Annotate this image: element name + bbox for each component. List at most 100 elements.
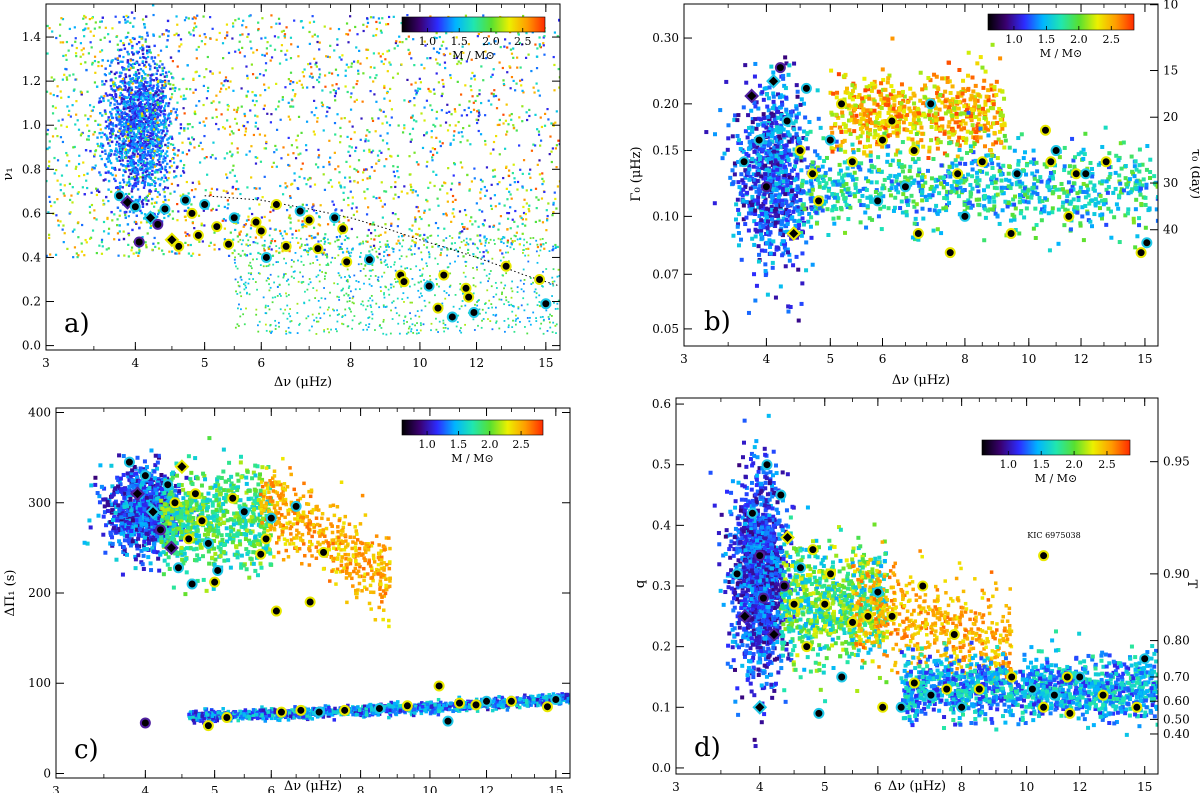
cloud-point <box>520 84 523 87</box>
cloud-point <box>130 87 133 90</box>
cloud-point <box>429 181 432 184</box>
cloud-point <box>118 102 122 106</box>
cloud-point <box>280 44 284 47</box>
cloud-point <box>224 219 227 222</box>
cloud-point <box>244 284 247 287</box>
cloud-point <box>121 140 124 143</box>
cloud-point <box>175 116 178 119</box>
cloud-point <box>86 90 89 93</box>
cloud-point <box>332 88 335 92</box>
cloud-point <box>133 73 136 77</box>
cloud-point <box>102 203 105 206</box>
cloud-point <box>127 180 131 184</box>
cloud-point <box>733 113 738 118</box>
cloud-point <box>130 108 133 111</box>
cloud-point <box>86 124 89 127</box>
cloud-point <box>173 161 176 164</box>
cloud-point <box>278 325 280 328</box>
cloud-point <box>346 268 349 271</box>
cloud-point <box>238 51 242 54</box>
cloud-point <box>149 134 153 138</box>
cloud-point <box>536 47 539 50</box>
cloud-point <box>318 224 322 227</box>
cloud-point <box>454 198 457 201</box>
cloud-point <box>434 294 436 297</box>
cloud-point <box>396 72 399 75</box>
cloud-point <box>517 33 520 36</box>
cloud-point <box>118 96 121 99</box>
cloud-point <box>484 302 487 305</box>
cloud-point <box>211 27 214 30</box>
cloud-point <box>296 134 299 137</box>
cloud-point <box>372 244 376 247</box>
cloud-point <box>154 132 157 136</box>
cloud-point <box>369 66 372 69</box>
cloud-point <box>493 168 496 171</box>
cloud-point <box>211 153 214 157</box>
cloud-point <box>167 137 171 140</box>
cloud-point <box>462 239 465 242</box>
cloud-point <box>187 137 190 140</box>
cloud-point <box>393 47 396 50</box>
highlighted-star <box>463 291 475 303</box>
cloud-point <box>236 147 239 150</box>
cloud-point <box>313 183 317 186</box>
cloud-point <box>509 206 512 209</box>
cloud-point <box>185 16 188 19</box>
cloud-point <box>110 59 113 63</box>
cloud-point <box>111 166 114 170</box>
cloud-point <box>552 122 555 125</box>
cloud-point <box>215 108 218 111</box>
cloud-point <box>285 280 288 282</box>
cloud-point <box>357 263 360 266</box>
cloud-point <box>149 140 153 143</box>
cloud-point <box>80 132 83 135</box>
cloud-point <box>127 164 130 168</box>
cloud-point <box>108 159 112 163</box>
cloud-point <box>498 153 501 156</box>
cloud-point <box>189 33 192 36</box>
cloud-point <box>99 50 102 53</box>
cloud-point <box>145 119 149 122</box>
cloud-point <box>388 124 392 127</box>
cloud-point <box>433 36 436 39</box>
cloud-point <box>520 43 524 46</box>
cloud-point <box>429 90 432 93</box>
cloud-point <box>302 281 305 283</box>
cloud-point <box>140 75 144 78</box>
cloud-point <box>358 243 361 246</box>
cloud-point <box>282 146 285 149</box>
cloud-point <box>327 306 330 309</box>
cloud-point <box>176 219 179 222</box>
cloud-point <box>87 27 90 30</box>
cloud-point <box>177 149 180 152</box>
cloud-point <box>285 209 289 212</box>
cloud-point <box>346 90 349 94</box>
cloud-point <box>403 124 406 127</box>
cloud-point <box>374 76 377 80</box>
cloud-point <box>347 219 350 222</box>
cloud-point <box>490 103 493 106</box>
cloud-point <box>64 54 67 57</box>
cloud-point <box>351 125 354 128</box>
cloud-point <box>499 249 502 252</box>
cloud-point <box>157 54 160 57</box>
cloud-point <box>132 131 136 134</box>
cloud-point <box>514 235 517 238</box>
cloud-point <box>522 297 525 300</box>
cloud-point <box>84 61 87 64</box>
cloud-point <box>414 89 417 92</box>
cloud-point <box>346 33 350 36</box>
cloud-point <box>490 303 493 306</box>
cloud-point <box>448 294 450 297</box>
cloud-point <box>361 178 364 182</box>
cloud-point <box>121 148 124 151</box>
cloud-point <box>167 215 170 218</box>
cloud-point <box>498 327 501 330</box>
cloud-point <box>474 285 477 288</box>
cloud-point <box>495 320 498 323</box>
cloud-point <box>521 218 524 221</box>
cloud-point <box>385 157 388 161</box>
cloud-point <box>162 112 165 116</box>
cloud-point <box>401 245 404 248</box>
